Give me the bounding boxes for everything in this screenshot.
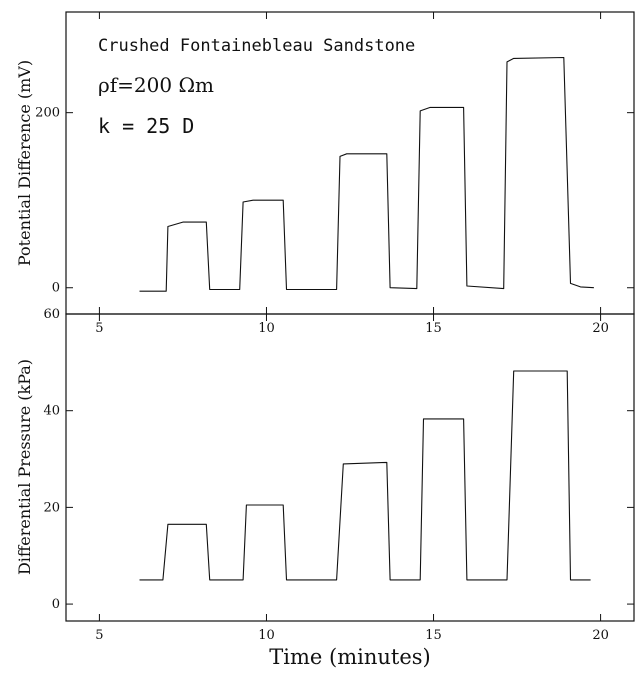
pressure-series-line <box>139 370 591 581</box>
pressure-panel: 5 10 15 20 0 20 40 60 Differential Pressure (kP… <box>15 307 635 669</box>
pressure-x-tick-label: 20 <box>592 628 609 643</box>
pressure-x-tick-label: 10 <box>258 628 275 643</box>
potential-x-tick-label: 10 <box>258 321 275 336</box>
potential-series-line <box>139 56 594 292</box>
pressure-y-tick-label: 20 <box>43 500 60 515</box>
pressure-y-tick-label: 40 <box>43 404 60 419</box>
pressure-x-tick-label: 5 <box>95 628 103 643</box>
potential-y-axis-label: Potential Difference (mV) <box>15 60 34 266</box>
annotation-resistivity: ρf=200 Ωm <box>98 73 214 97</box>
pressure-ticks: 5 10 15 20 0 20 40 60 <box>43 307 634 643</box>
potential-x-tick-label: 5 <box>95 321 103 336</box>
pressure-x-tick-label: 15 <box>425 628 442 643</box>
x-axis-label: Time (minutes) <box>269 645 430 669</box>
pressure-y-axis-label: Differential Pressure (kPa) <box>15 359 34 575</box>
annotation-sample-name: Crushed Fontainebleau Sandstone <box>98 36 415 56</box>
potential-x-tick-label: 20 <box>592 321 609 336</box>
pressure-plot-frame <box>65 313 635 622</box>
annotation-permeability: k = 25 D <box>98 114 194 138</box>
pressure-y-tick-label: 0 <box>52 597 60 612</box>
pressure-y-tick-label: 60 <box>43 307 60 322</box>
potential-x-tick-label: 15 <box>425 321 442 336</box>
potential-y-tick-label: 200 <box>35 106 60 121</box>
potential-y-tick-label: 0 <box>52 281 60 296</box>
